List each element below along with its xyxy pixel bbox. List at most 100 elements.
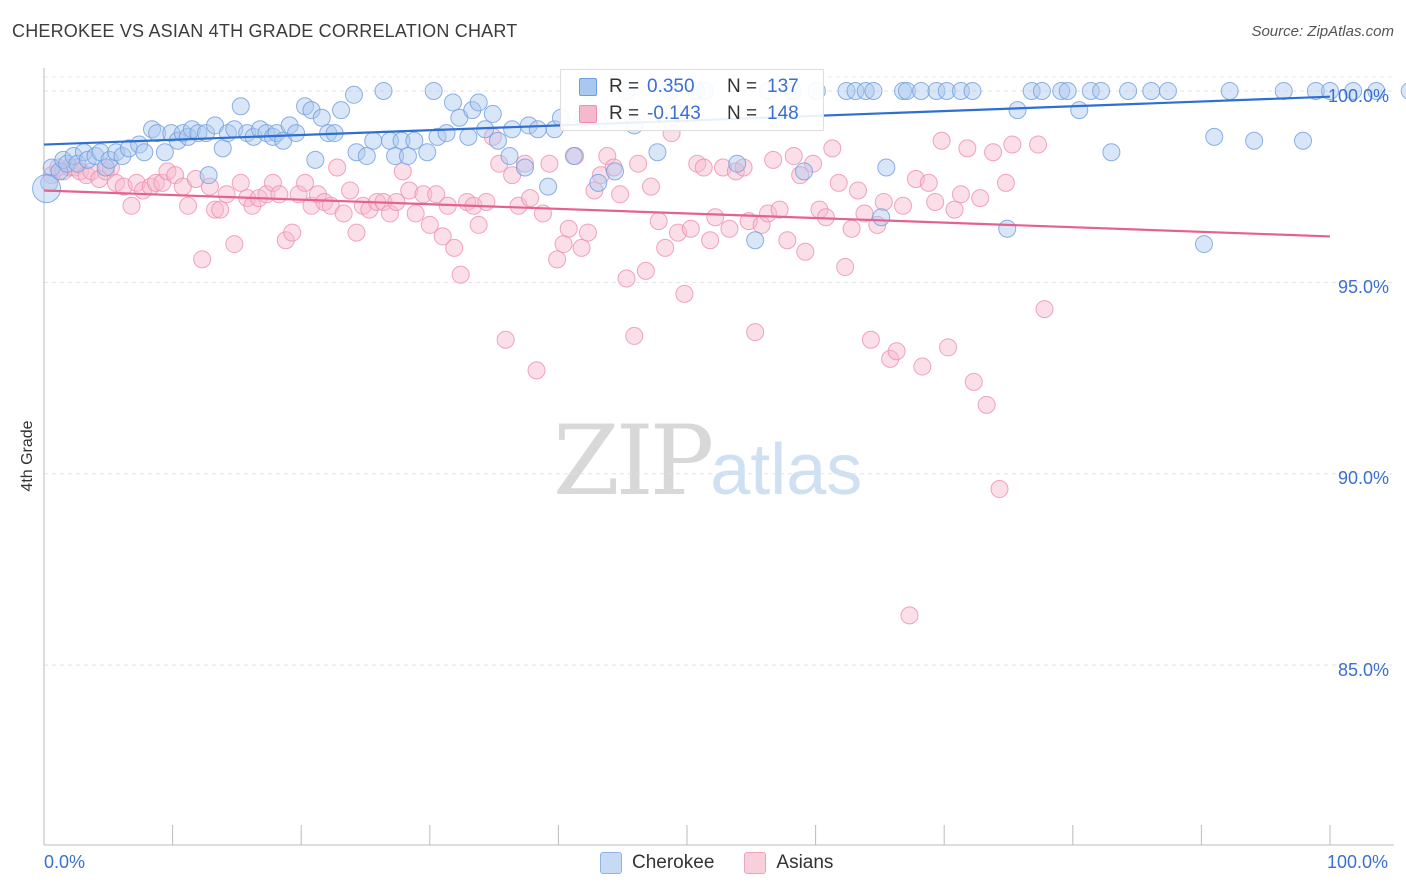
asians-point — [445, 238, 464, 257]
asians-point — [720, 219, 739, 238]
asians-point — [636, 261, 655, 280]
cherokee-point — [503, 120, 522, 139]
asians-point — [829, 173, 848, 192]
asians-point — [393, 162, 412, 181]
asians-point — [849, 181, 868, 200]
asians-point — [706, 208, 725, 227]
asians-point — [874, 192, 893, 211]
cherokee-point — [405, 131, 424, 150]
cherokee-point — [483, 104, 502, 123]
cherokee-point — [998, 219, 1017, 238]
asians-point — [861, 330, 880, 349]
asians-point — [270, 185, 289, 204]
asians-point — [540, 154, 559, 173]
legend-item-asians[interactable]: Asians — [744, 852, 833, 874]
asians-point — [675, 284, 694, 303]
cherokee-point — [1205, 127, 1224, 146]
y-tick-label: 100.0% — [1328, 86, 1390, 106]
cherokee-point — [1058, 81, 1077, 100]
asians-point — [990, 480, 1009, 499]
cherokee-point — [50, 162, 69, 181]
asians-point — [945, 200, 964, 219]
asians-point — [146, 173, 165, 192]
cherokee-point — [1293, 131, 1312, 150]
cherokee-point — [1119, 81, 1138, 100]
asians-point — [996, 173, 1015, 192]
cherokee-point — [418, 143, 437, 162]
cherokee-point — [1220, 81, 1239, 100]
asians-point — [759, 204, 778, 223]
cherokee-point — [155, 143, 174, 162]
cherokee-point — [488, 131, 507, 150]
asians-point — [276, 231, 295, 250]
asians-point — [400, 181, 419, 200]
cherokee-point — [68, 154, 87, 173]
legend-row-cherokee: R = 0.350 N = 137 — [579, 74, 799, 100]
cherokee-point — [648, 143, 667, 162]
asians-point — [964, 372, 983, 391]
asians-trend-line — [43, 189, 1331, 238]
cherokee-point — [312, 108, 331, 127]
r-label: R = — [609, 103, 640, 124]
cherokee-point — [877, 158, 896, 177]
asians-point — [90, 170, 109, 188]
asians-point — [625, 326, 644, 345]
cherokee-point — [32, 174, 62, 204]
x-tick-label-max: 100.0% — [1327, 852, 1389, 872]
y-tick-label: 95.0% — [1338, 277, 1390, 297]
cherokee-point — [213, 139, 232, 158]
asians-point — [328, 158, 347, 177]
cherokee-point — [459, 127, 478, 146]
cherokee-point — [564, 147, 583, 166]
cherokee-point — [374, 81, 393, 100]
cherokee-point — [1245, 131, 1264, 150]
asians-point — [778, 231, 797, 250]
chart-title: CHEROKEE VS ASIAN 4TH GRADE CORRELATION … — [12, 21, 518, 41]
asians-point — [694, 158, 713, 177]
asians-point — [656, 238, 675, 257]
correlation-legend: R = 0.350 N = 137 R = -0.143 N = 148 — [560, 69, 824, 131]
cherokee-point — [357, 147, 376, 166]
cherokee-point — [912, 81, 931, 100]
cherokee-point — [119, 139, 138, 158]
cherokee-point — [1070, 101, 1089, 120]
cherokee-point — [302, 101, 321, 120]
cherokee-point — [1092, 81, 1111, 100]
asians-point — [521, 189, 540, 208]
cherokee-point — [1344, 81, 1363, 100]
cherokee-point — [515, 158, 534, 177]
cherokee-point — [856, 81, 875, 100]
asians-point — [977, 395, 996, 414]
cherokee-point — [1022, 81, 1041, 100]
asians-point — [296, 173, 315, 192]
n-label: N = — [727, 76, 758, 97]
asians-point — [617, 269, 636, 288]
cherokee-point — [963, 81, 982, 100]
asians-point — [380, 204, 399, 223]
asians-point — [433, 227, 452, 246]
asians-point — [939, 338, 958, 357]
asians-point — [894, 196, 913, 215]
asians-point — [881, 349, 900, 368]
asians-point — [681, 219, 700, 238]
cherokee-point — [1142, 81, 1161, 100]
cherokee-point — [1274, 81, 1293, 100]
cherokee-point — [897, 81, 916, 100]
cherokee-point — [287, 124, 306, 143]
n-label: N = — [727, 103, 758, 124]
cherokee-point — [1306, 81, 1325, 100]
legend-item-cherokee[interactable]: Cherokee — [600, 852, 714, 874]
asians-point — [217, 185, 236, 204]
asians-point — [263, 173, 282, 192]
asians-point — [836, 258, 855, 277]
cherokee-legend-swatch — [600, 852, 622, 874]
asians-point — [913, 357, 932, 376]
asians-point — [127, 173, 146, 192]
asians-point — [746, 323, 765, 342]
asians-point — [649, 212, 668, 231]
cherokee-point — [424, 81, 443, 100]
cherokee-point — [528, 120, 547, 139]
x-tick-label-min: 0.0% — [44, 852, 86, 872]
cherokee-point — [1052, 81, 1071, 100]
